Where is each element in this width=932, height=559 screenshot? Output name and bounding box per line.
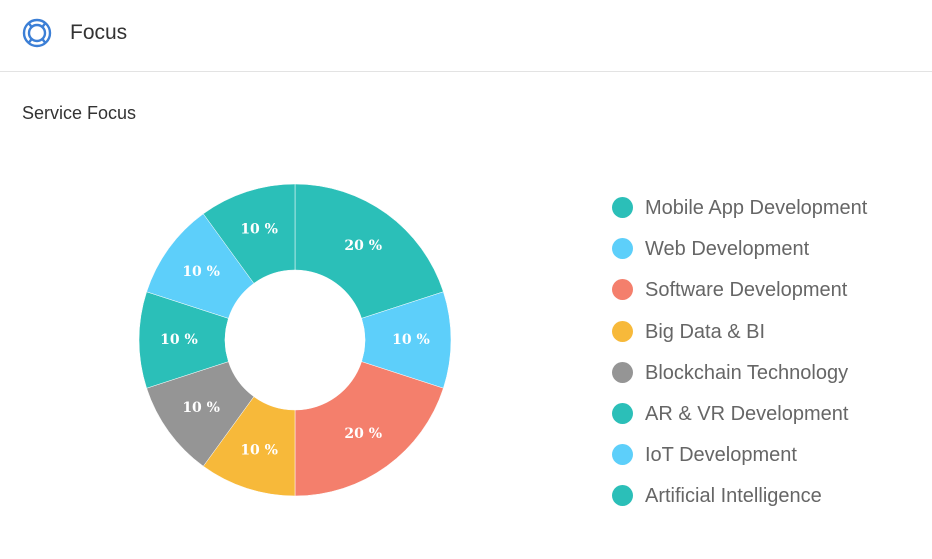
slice-percent-label: 10 % — [240, 442, 278, 458]
legend-item[interactable]: Blockchain Technology — [612, 361, 922, 402]
legend-label: AR & VR Development — [645, 402, 849, 425]
legend-swatch — [612, 485, 633, 507]
legend-label: Software Development — [645, 279, 848, 302]
legend-label: IoT Development — [645, 444, 797, 467]
header-bar: Focus — [0, 0, 932, 72]
legend-swatch — [612, 197, 633, 218]
legend-swatch — [612, 320, 633, 342]
legend-swatch — [612, 444, 633, 466]
legend-item[interactable]: Artificial Intelligence — [612, 484, 922, 525]
legend-label: Big Data & BI — [645, 320, 766, 343]
legend-swatch — [612, 361, 633, 383]
slice-percent-label: 10 % — [182, 400, 220, 416]
legend-swatch — [612, 238, 633, 260]
legend-item[interactable]: Big Data & BI — [612, 320, 922, 361]
slice-percent-label: 20 % — [344, 238, 382, 254]
section-title: Service Focus — [22, 103, 137, 123]
legend-label: Web Development — [645, 238, 810, 261]
slice-percent-label: 10 % — [182, 264, 220, 280]
legend-item[interactable]: IoT Development — [612, 443, 922, 484]
chart-legend: Mobile App Development Web Development Sof… — [612, 196, 922, 526]
legend-item[interactable]: Mobile App Development — [612, 196, 922, 237]
legend-label: Blockchain Technology — [645, 361, 849, 384]
slice-percent-label: 10 % — [392, 332, 430, 348]
legend-label: Mobile App Development — [645, 197, 868, 219]
legend-label: Artificial Intelligence — [645, 485, 822, 508]
legend-swatch — [612, 279, 633, 301]
donut-slice[interactable] — [294, 361, 444, 497]
page-title: Focus — [70, 21, 128, 44]
focus-ring-icon — [22, 18, 52, 48]
donut-slice[interactable] — [294, 183, 444, 319]
slice-percent-label: 10 % — [240, 222, 278, 238]
slice-percent-label: 20 % — [344, 426, 382, 442]
legend-item[interactable]: Web Development — [612, 237, 922, 278]
slice-percent-label: 10 % — [160, 332, 198, 348]
legend-item[interactable]: Software Development — [612, 278, 922, 319]
donut-chart: 20 % 10 % 20 % 10 % 10 % 10 % 10 % 10 % — [138, 183, 452, 497]
legend-item[interactable]: AR & VR Development — [612, 402, 922, 443]
legend-swatch — [612, 402, 633, 424]
donut-slice[interactable] — [202, 183, 296, 284]
